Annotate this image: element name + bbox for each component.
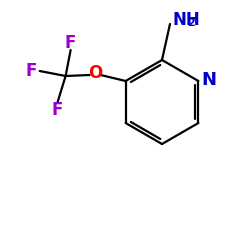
Text: F: F (52, 101, 63, 119)
Text: NH: NH (173, 11, 201, 29)
Text: N: N (201, 71, 216, 89)
Text: O: O (88, 64, 103, 82)
Text: F: F (26, 62, 37, 80)
Text: F: F (65, 34, 76, 52)
Text: 2: 2 (187, 18, 195, 28)
